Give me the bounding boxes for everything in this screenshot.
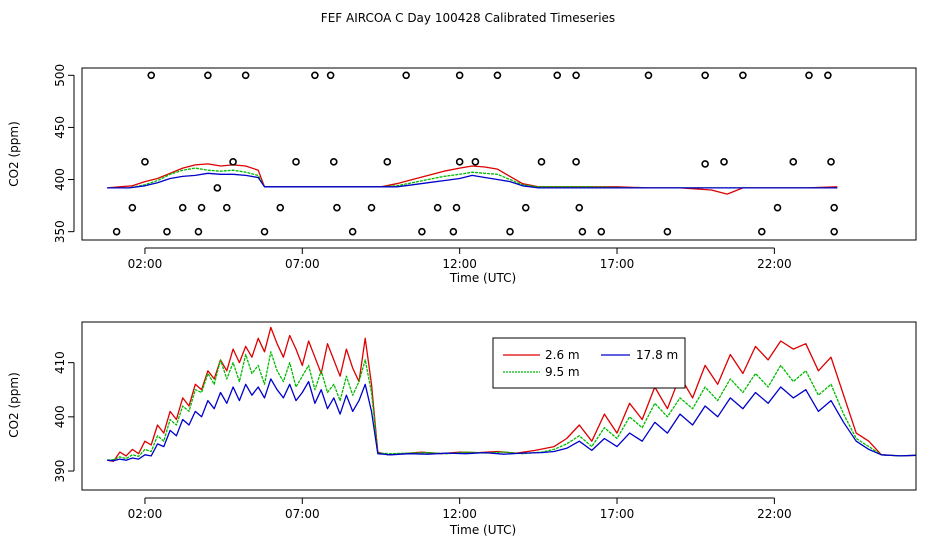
top-plot-frame	[81, 67, 917, 241]
flag-point	[572, 158, 580, 166]
flag-point	[326, 71, 335, 80]
flag-point	[197, 203, 206, 212]
flag-point	[452, 203, 461, 212]
flag-point	[112, 227, 121, 236]
legend: 2.6 m 9.5 m 17.8 m	[492, 337, 686, 389]
top-x-tick-label: 02:00	[128, 257, 163, 271]
top-y-tick-label: 400	[53, 168, 67, 191]
flag-point	[213, 184, 222, 192]
flag-point	[292, 158, 300, 166]
bottom-series-line-h9_5	[107, 351, 917, 461]
top-y-tick-label: 350	[53, 220, 67, 243]
flag-point	[493, 71, 502, 80]
flag-point	[830, 203, 838, 212]
flag-point	[229, 158, 237, 166]
legend-label-17-8m: 17.8 m	[636, 348, 678, 362]
flag-point	[644, 71, 653, 80]
top-y-tick-label: 450	[53, 116, 67, 139]
flag-point	[805, 71, 813, 80]
flag-point	[824, 71, 832, 80]
top-y-axis-label: CO2 (ppm)	[7, 121, 21, 187]
top-x-tick-label: 17:00	[600, 257, 635, 271]
flag-point	[147, 71, 156, 80]
bottom-y-tick-label: 390	[53, 460, 67, 483]
flag-point	[333, 203, 341, 212]
flag-point	[830, 227, 838, 236]
top-x-tick-label: 07:00	[285, 257, 320, 271]
bottom-x-tick-label: 22:00	[757, 507, 792, 521]
flag-point	[701, 160, 709, 168]
bottom-series-lines	[107, 326, 917, 462]
flag-point	[418, 227, 426, 236]
flag-point	[241, 71, 250, 80]
top-series-line-h17_8	[107, 172, 838, 189]
flag-point	[348, 227, 357, 236]
flag-point	[578, 227, 587, 236]
bottom-series-line-h2_6	[107, 326, 917, 462]
flag-point	[757, 227, 766, 236]
panel-top: 02:00 07:00 12:00 17:00 22:00 350 400 450 500 T…	[7, 64, 917, 285]
flag-point	[773, 203, 782, 212]
flag-point	[572, 71, 580, 80]
bottom-x-tick-label: 12:00	[442, 507, 477, 521]
top-y-axis: 350 400 450 500	[53, 64, 75, 243]
legend-label-9-5m: 9.5 m	[545, 365, 580, 379]
flag-point	[329, 158, 338, 166]
legend-label-2-6m: 2.6 m	[545, 348, 580, 362]
flag-point	[178, 203, 187, 212]
bottom-y-axis: 390 400 410	[53, 351, 75, 483]
top-y-tick-label: 500	[53, 64, 67, 87]
flag-point	[720, 158, 728, 166]
flag-point	[204, 71, 212, 80]
flag-point	[597, 227, 606, 236]
flag-point	[194, 227, 203, 236]
bottom-x-axis: 02:00 07:00 12:00 17:00 22:00	[128, 497, 792, 521]
top-x-tick-label: 22:00	[757, 257, 792, 271]
bottom-y-tick-label: 410	[53, 351, 67, 374]
flag-point	[260, 227, 269, 236]
flag-point	[471, 158, 480, 166]
bottom-series-line-h17_8	[107, 378, 917, 462]
flag-point	[311, 71, 319, 80]
flag-point	[663, 227, 672, 236]
flag-point	[789, 158, 798, 166]
flag-point	[575, 203, 584, 212]
flag-point	[222, 203, 231, 212]
flag-point	[433, 203, 442, 212]
flag-point	[827, 158, 835, 166]
flag-point	[367, 203, 376, 212]
flag-point	[128, 203, 137, 212]
flag-point	[141, 158, 149, 166]
top-x-axis-label: Time (UTC)	[449, 271, 516, 285]
chart-title: FEF AIRCOA C Day 100428 Calibrated Times…	[321, 11, 615, 25]
top-x-axis: 02:00 07:00 12:00 17:00 22:00	[128, 247, 792, 271]
flag-point	[506, 227, 514, 236]
bottom-y-tick-label: 400	[53, 405, 67, 428]
top-flag-markers	[112, 71, 838, 236]
bottom-x-tick-label: 07:00	[285, 507, 320, 521]
flag-point	[739, 71, 747, 80]
bottom-y-axis-label: CO2 (ppm)	[7, 372, 21, 438]
top-series-line-h2_6	[107, 163, 838, 195]
flag-point	[553, 71, 562, 80]
legend-box	[492, 337, 686, 389]
bottom-x-tick-label: 02:00	[128, 507, 163, 521]
panel-bottom: 02:00 07:00 12:00 17:00 22:00 390 400 410 Time…	[7, 321, 917, 537]
flag-point	[383, 158, 392, 166]
top-series-lines	[107, 163, 838, 195]
bottom-x-tick-label: 17:00	[600, 507, 635, 521]
flag-point	[455, 158, 464, 166]
flag-point	[521, 203, 530, 212]
flag-point	[163, 227, 171, 236]
flag-point	[402, 71, 410, 80]
flag-point	[276, 203, 285, 212]
bottom-plot-frame	[81, 321, 917, 491]
flag-point	[449, 227, 458, 236]
bottom-x-axis-label: Time (UTC)	[449, 523, 516, 537]
top-x-tick-label: 12:00	[442, 257, 477, 271]
flag-point	[701, 71, 709, 80]
flag-point	[537, 158, 546, 166]
flag-point	[455, 71, 464, 80]
